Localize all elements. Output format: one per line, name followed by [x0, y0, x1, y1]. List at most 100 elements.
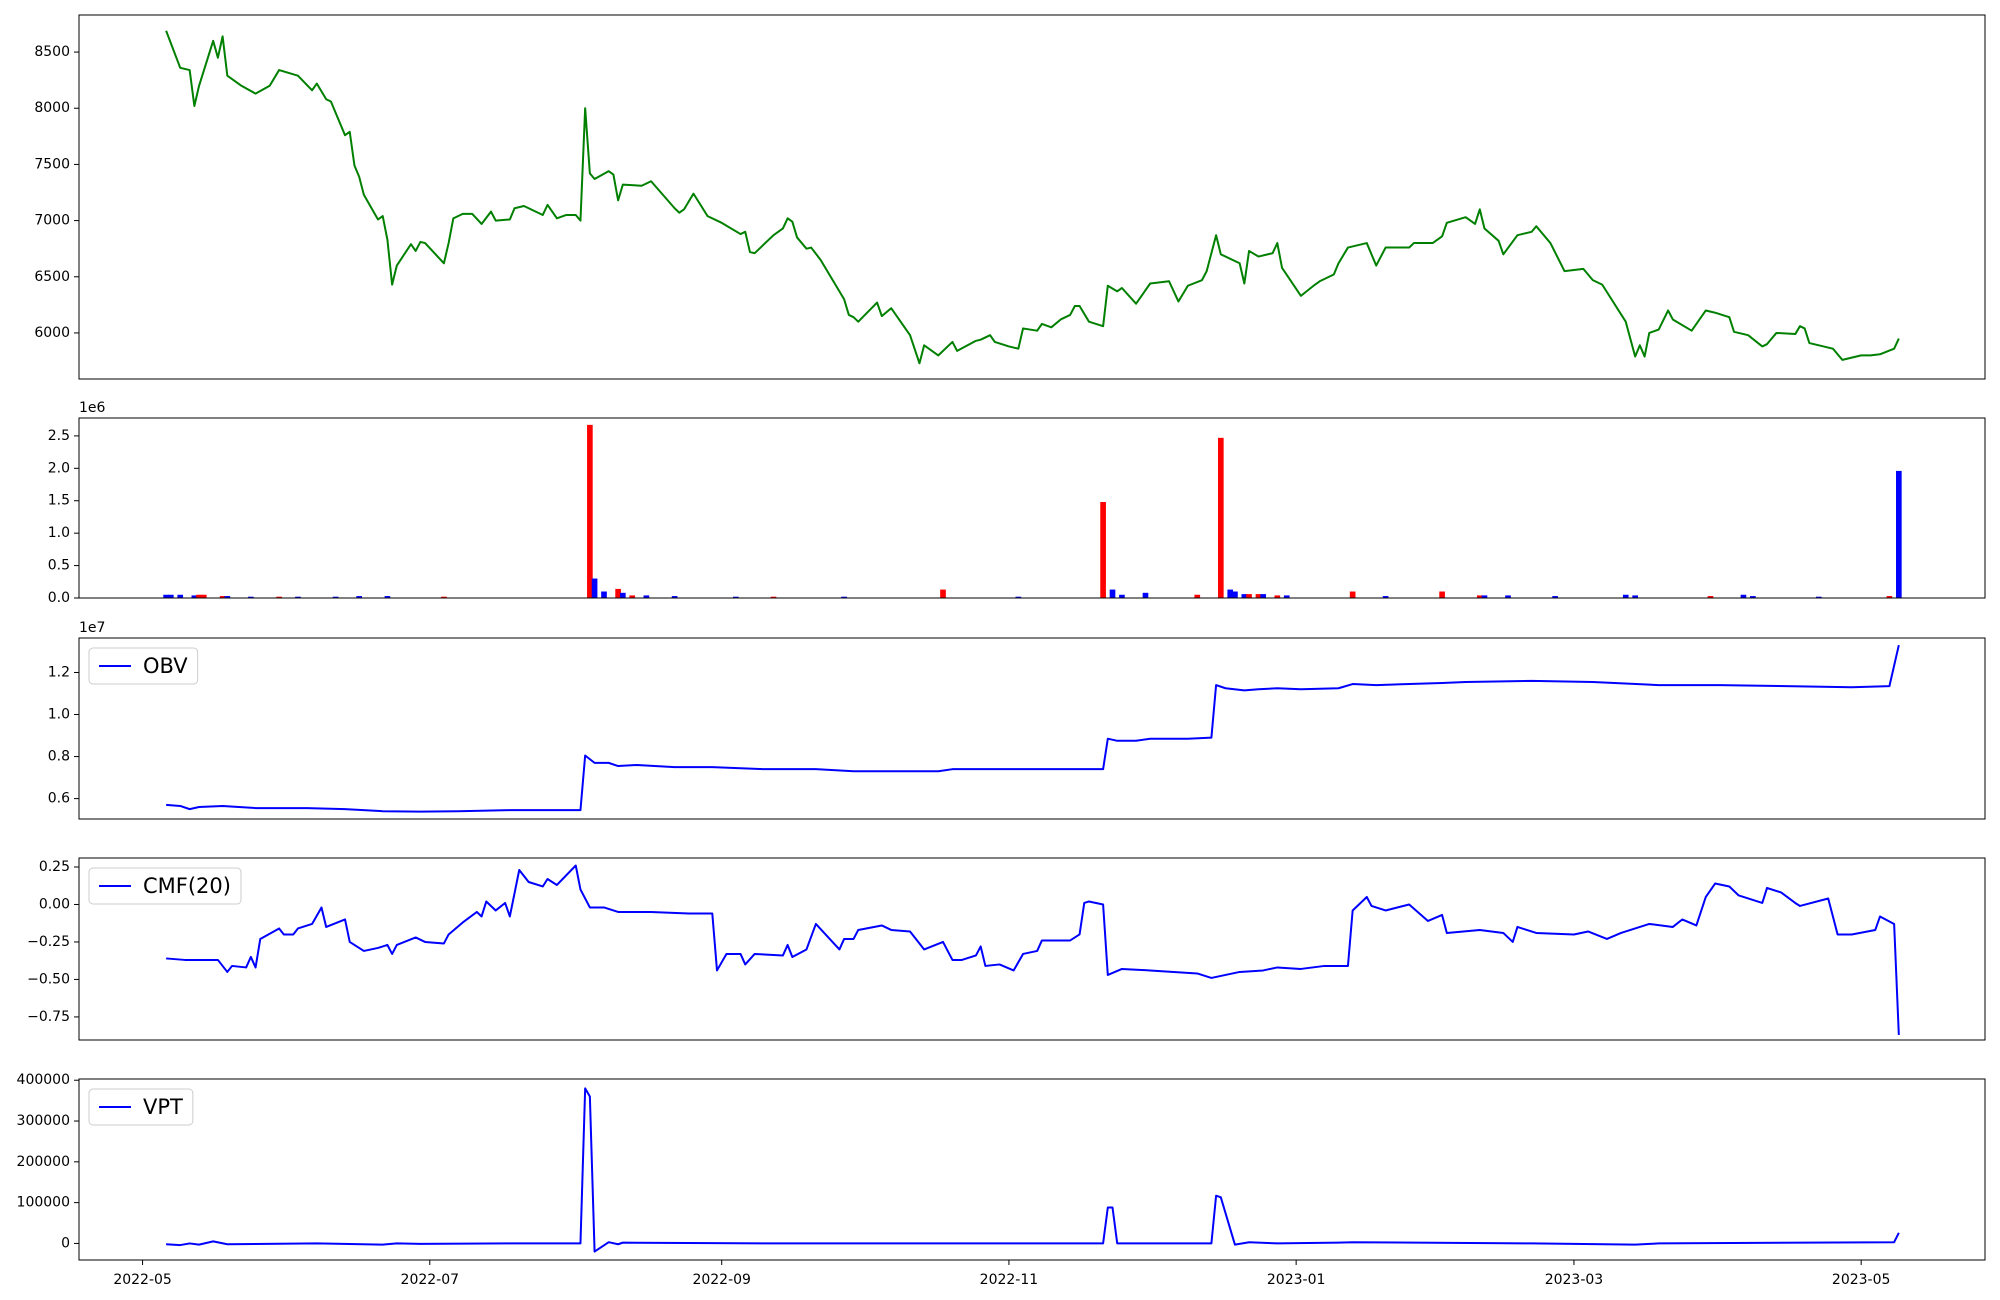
y-tick-label: 0.25	[39, 859, 70, 875]
bar	[1227, 589, 1234, 598]
line	[166, 644, 1900, 813]
x-tick-label: 2023-01	[1267, 1272, 1326, 1288]
bar	[191, 595, 198, 598]
y-tick-label: 8500	[34, 44, 70, 60]
x-tick-label: 2022-05	[113, 1272, 172, 1288]
bar	[1217, 437, 1224, 598]
bar	[1476, 595, 1483, 598]
legend-label: OBV	[143, 654, 188, 678]
bar	[1274, 595, 1281, 598]
bar	[1283, 595, 1290, 598]
legend-label: CMF(20)	[143, 874, 231, 898]
bar	[940, 589, 946, 598]
legend-box	[88, 647, 199, 685]
bar	[1100, 502, 1106, 598]
bar	[356, 596, 362, 598]
x-tick-label: 2023-05	[1832, 1272, 1891, 1288]
axes-frame	[78, 417, 1986, 599]
y-tick-label: 1.2	[48, 664, 70, 680]
y-tick-label: −0.25	[27, 934, 70, 950]
bar	[1815, 596, 1822, 598]
panel: 6000 6500 7000 7500 8000 8500	[34, 14, 1986, 380]
bar	[1622, 594, 1629, 598]
bar	[1707, 596, 1714, 598]
x-tick-label: 2022-09	[692, 1272, 751, 1288]
bar	[1740, 594, 1747, 598]
y-tick-label: 6500	[34, 269, 70, 285]
bar	[1439, 591, 1445, 598]
y-tick-label: 300000	[17, 1113, 70, 1129]
bar	[1232, 591, 1238, 598]
y-tick-label: 0.6	[48, 791, 70, 807]
bar	[629, 595, 636, 598]
bar	[384, 596, 391, 598]
bar	[441, 596, 447, 598]
bar	[332, 596, 339, 598]
bar	[643, 595, 650, 598]
y-tick-label: 6000	[34, 325, 70, 341]
y-tick-label: 1.5	[48, 493, 70, 509]
y-tick-label: 8000	[34, 100, 70, 116]
offset-text: 1e6	[79, 400, 106, 416]
x-tick-label: 2023-03	[1545, 1272, 1604, 1288]
panel: 0.6 0.8 1.0 1.2 1e7 OBV	[48, 620, 1986, 820]
legend-box	[88, 867, 242, 905]
bar	[1505, 595, 1511, 598]
bar	[1260, 594, 1267, 598]
y-tick-label: 0.5	[48, 558, 70, 574]
bar	[196, 594, 202, 598]
legend-box	[88, 1088, 194, 1126]
y-tick-label: 1.0	[48, 525, 70, 541]
x-tick-label: 2022-07	[401, 1272, 460, 1288]
bar	[1015, 596, 1022, 598]
y-tick-label: −0.50	[27, 971, 70, 987]
y-tick-label: 7000	[34, 213, 70, 229]
bar	[1246, 594, 1252, 598]
bar	[601, 591, 607, 598]
bar	[276, 596, 282, 598]
bar	[219, 596, 226, 598]
legend-label: VPT	[143, 1095, 183, 1119]
bar	[200, 594, 207, 598]
offset-text: 1e7	[79, 620, 105, 636]
bar	[1142, 592, 1149, 598]
bar	[1750, 596, 1756, 598]
bar	[1382, 596, 1389, 598]
bar	[733, 596, 739, 598]
x-tick-label: 2022-11	[980, 1272, 1039, 1288]
bar	[1255, 594, 1262, 598]
panel: 0 100000 200000 300000 400000 2022-05 2022-07 2…	[17, 1072, 1986, 1288]
bar	[615, 588, 621, 598]
bar	[591, 578, 598, 598]
bar	[841, 596, 847, 598]
bar	[1241, 594, 1248, 598]
bar	[1481, 595, 1488, 598]
line	[166, 1087, 1900, 1253]
bar	[248, 596, 254, 598]
y-tick-label: 0.8	[48, 749, 70, 765]
y-tick-label: 0.00	[39, 896, 70, 912]
bar	[1349, 591, 1356, 598]
bar	[1119, 594, 1125, 598]
y-tick-label: 0	[61, 1235, 70, 1251]
bar	[167, 594, 174, 598]
bar	[177, 594, 184, 598]
bar	[1194, 594, 1201, 598]
bar	[1552, 596, 1558, 598]
bar	[587, 424, 593, 598]
y-tick-label: 2.5	[48, 428, 70, 444]
bar	[224, 596, 231, 598]
bar	[1896, 470, 1902, 598]
y-tick-label: 1.0	[48, 707, 70, 723]
bar	[620, 592, 626, 598]
axes-frame	[78, 857, 1986, 1041]
y-tick-label: 200000	[17, 1154, 70, 1170]
line	[165, 30, 1900, 365]
axes-frame	[78, 637, 1986, 820]
axes-frame	[78, 1078, 1986, 1261]
panel: −0.75 −0.50 −0.25 0.00 0.25 CMF(20)	[27, 857, 1986, 1041]
bar	[1886, 596, 1893, 598]
y-tick-label: 7500	[34, 156, 70, 172]
panel: 0.0 0.5 1.0 1.5 2.0 2.5 1e6	[48, 400, 1986, 606]
